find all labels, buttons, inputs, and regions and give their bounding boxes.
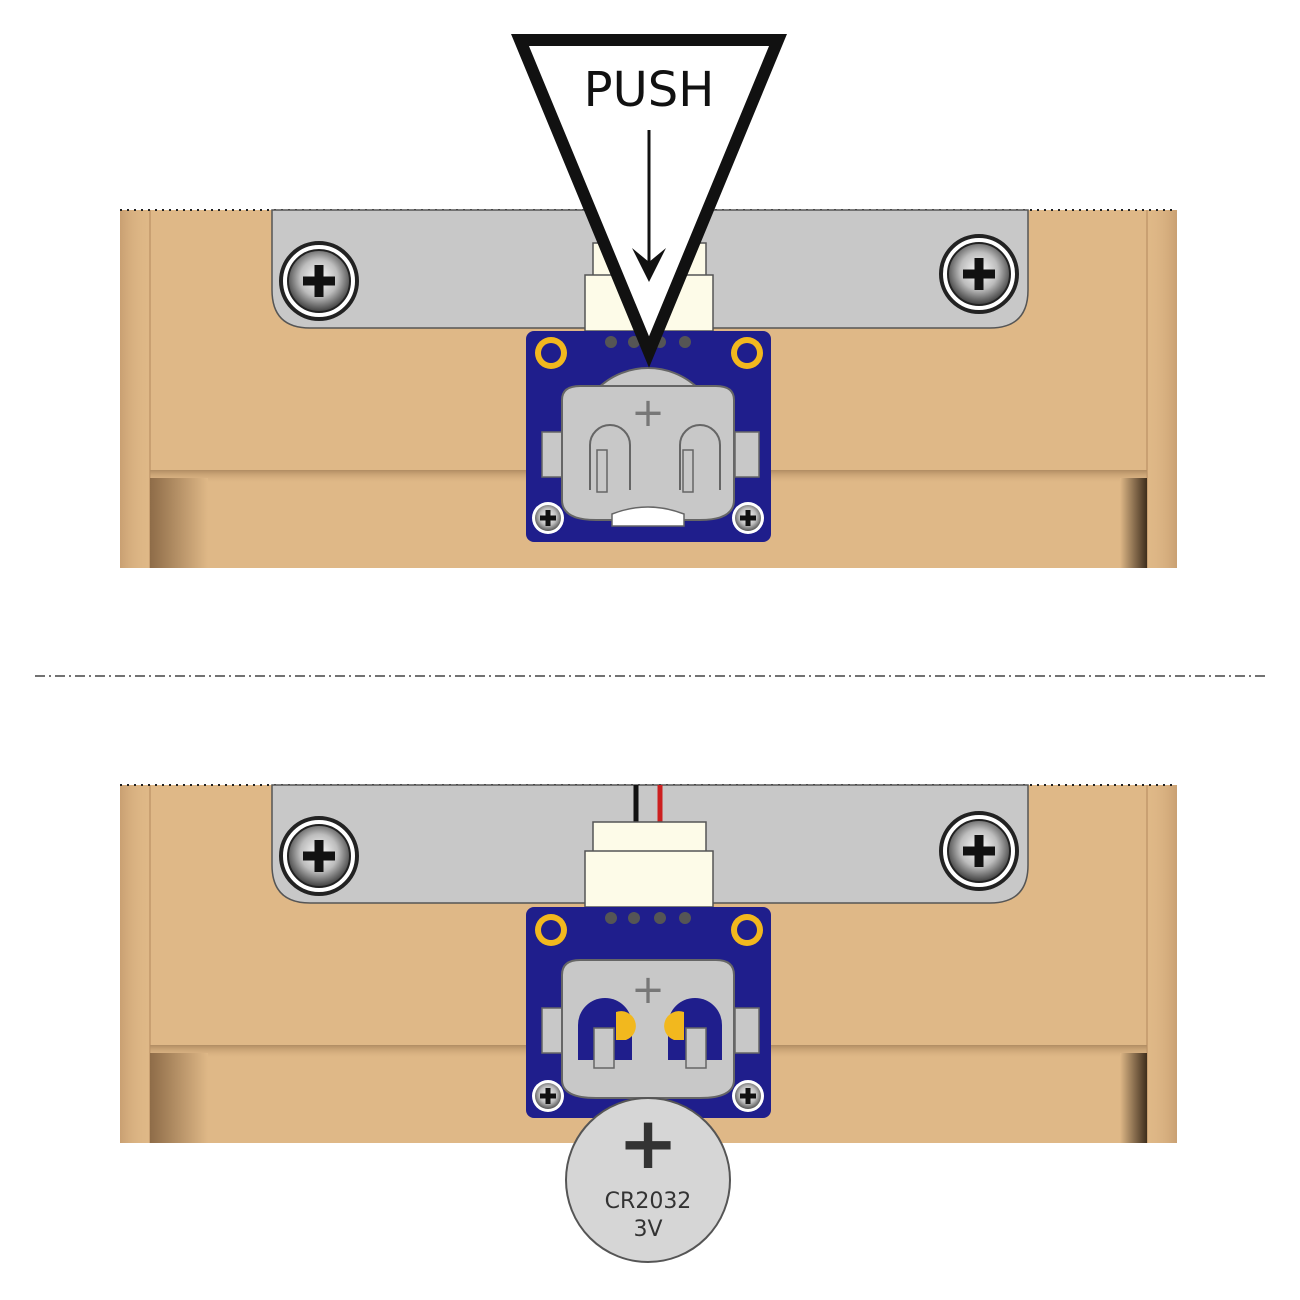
battery-holder: + xyxy=(541,959,760,1099)
push-label: PUSH xyxy=(584,62,715,118)
connector-top-part xyxy=(592,821,707,855)
holder-plus-label: + xyxy=(631,967,665,1013)
connector-body xyxy=(584,850,714,908)
right-post xyxy=(1120,1053,1147,1143)
phillips-screw-icon xyxy=(732,502,764,534)
coin-model-label: CR2032 xyxy=(605,1189,692,1214)
phillips-screw-icon xyxy=(532,1080,564,1112)
phillips-screw-icon xyxy=(532,502,564,534)
left-post xyxy=(150,478,208,568)
battery-holder: + xyxy=(541,367,760,527)
right-post xyxy=(1120,478,1147,568)
phillips-screw-icon xyxy=(939,811,1019,891)
left-post xyxy=(150,1053,208,1143)
gold-pad xyxy=(731,914,763,946)
gold-pad xyxy=(535,337,567,369)
phillips-screw-icon xyxy=(279,241,359,321)
down-arrow-icon xyxy=(632,130,666,282)
holder-plus-label: + xyxy=(631,390,665,436)
coin-plus-label: + xyxy=(618,1101,678,1185)
gold-pad xyxy=(535,914,567,946)
phillips-screw-icon xyxy=(939,234,1019,314)
coin-voltage-label: 3V xyxy=(633,1217,662,1242)
bottom-panel: + + CR2032 3V xyxy=(120,784,1177,1263)
phillips-screw-icon xyxy=(279,816,359,896)
phillips-screw-icon xyxy=(732,1080,764,1112)
top-panel: + PUSH xyxy=(120,34,1177,568)
push-indicator: PUSH xyxy=(511,34,787,368)
coin-cell-battery: + CR2032 3V xyxy=(565,1097,731,1263)
gold-pad xyxy=(731,337,763,369)
